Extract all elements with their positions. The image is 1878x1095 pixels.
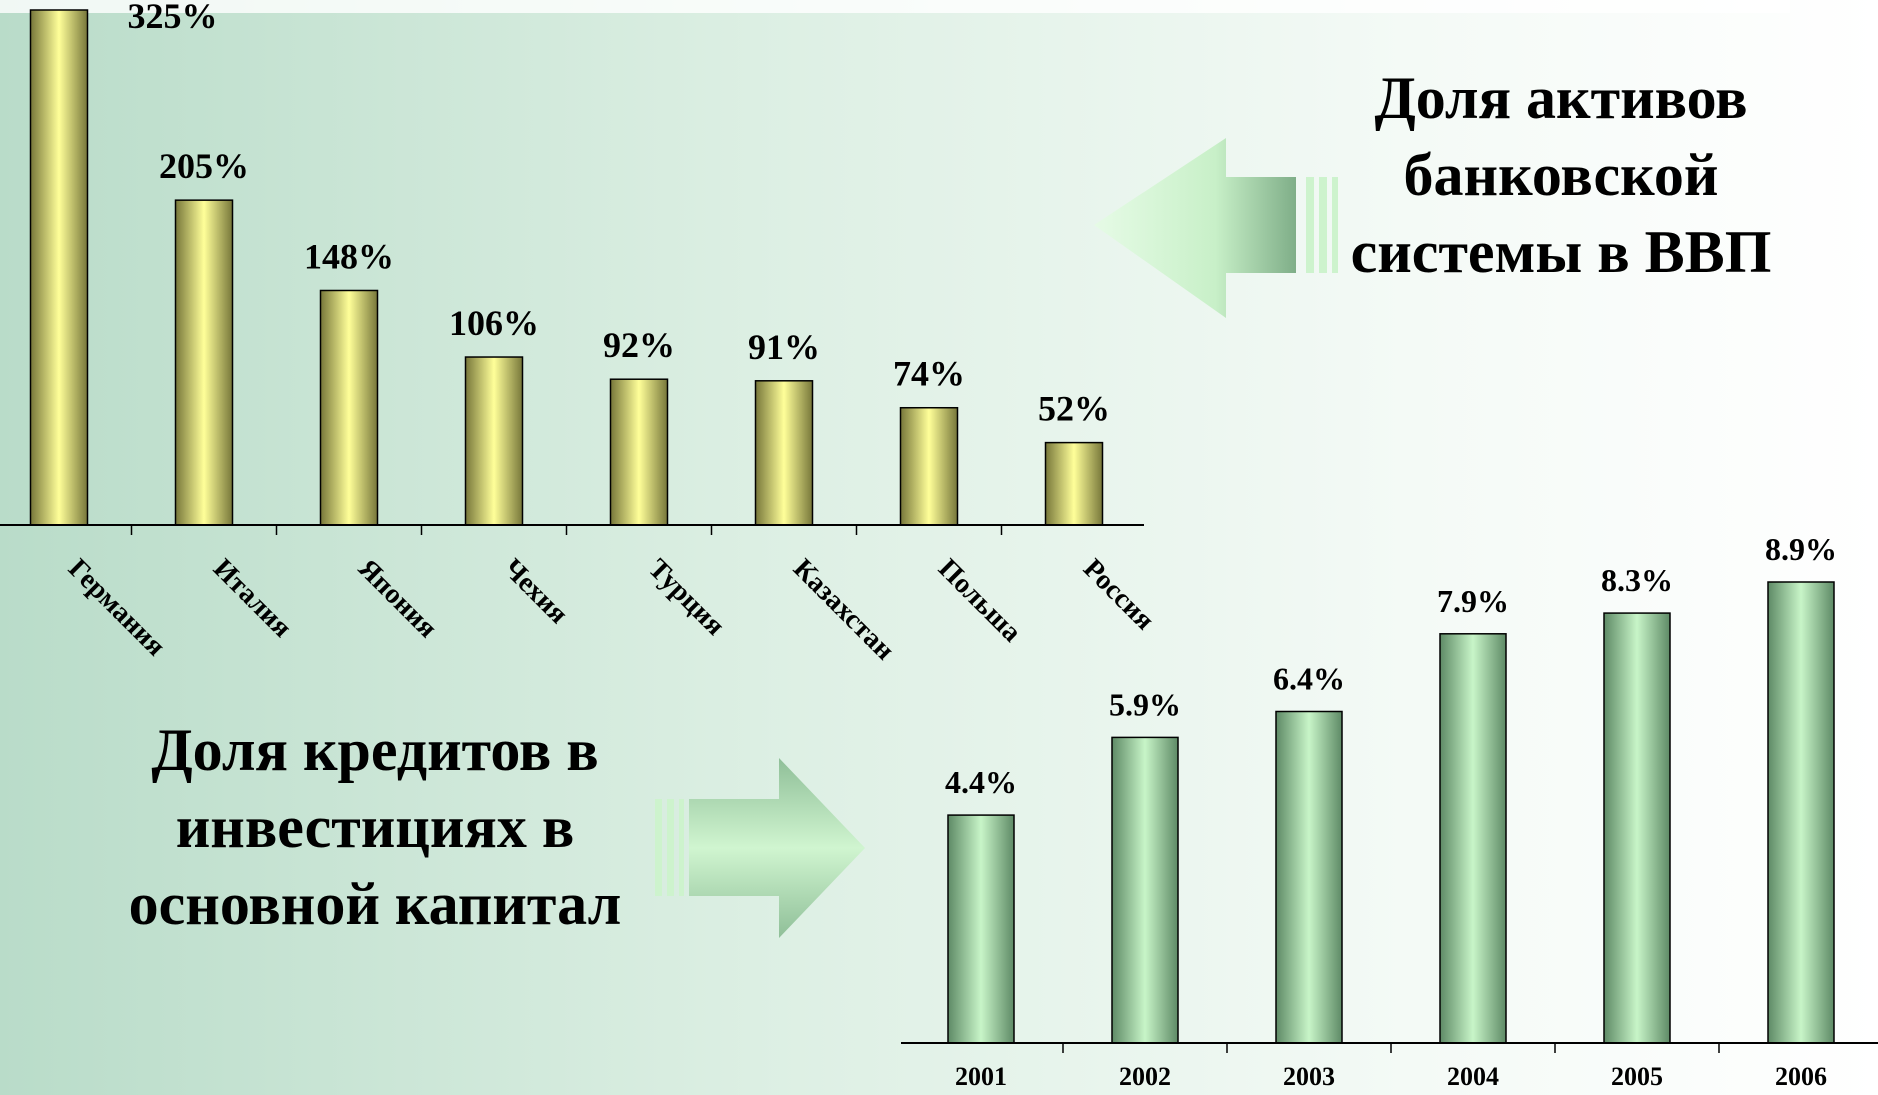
value-label: 74% bbox=[893, 354, 965, 394]
x-tick-label: Япония bbox=[352, 553, 443, 644]
bar bbox=[464, 356, 524, 526]
value-label: 7.9% bbox=[1437, 583, 1509, 619]
x-tick-label: Казахстан bbox=[787, 553, 900, 666]
bar bbox=[319, 289, 379, 526]
bar bbox=[609, 378, 669, 526]
x-tick-label: Чехия bbox=[497, 553, 574, 630]
x-tick-label: 2004 bbox=[1447, 1062, 1499, 1091]
x-tick-label: Италия bbox=[207, 553, 298, 644]
arrow-right bbox=[655, 758, 865, 938]
top-strip bbox=[0, 0, 1790, 13]
value-label: 8.9% bbox=[1765, 531, 1837, 567]
x-tick-label: 2003 bbox=[1283, 1062, 1335, 1091]
value-label: 8.3% bbox=[1601, 562, 1673, 598]
value-label: 325% bbox=[128, 0, 218, 36]
bar bbox=[1044, 441, 1104, 526]
x-tick-label: 2002 bbox=[1119, 1062, 1171, 1091]
x-tick-label: Польша bbox=[932, 553, 1027, 648]
bar bbox=[1767, 581, 1835, 1044]
x-tick-label: 2001 bbox=[955, 1062, 1007, 1091]
x-tick-label: 2005 bbox=[1611, 1062, 1663, 1091]
value-label: 4.4% bbox=[945, 764, 1017, 800]
bar bbox=[1111, 736, 1179, 1044]
bar bbox=[174, 199, 234, 526]
arrow-left bbox=[1094, 138, 1338, 318]
x-tick-label: Турция bbox=[642, 553, 731, 642]
bar bbox=[1439, 633, 1507, 1044]
value-label: 106% bbox=[449, 303, 539, 343]
chart-title: Доля активов банковской системы в ВВП bbox=[1350, 65, 1772, 285]
x-tick-label: 2006 bbox=[1775, 1062, 1827, 1091]
bar bbox=[947, 814, 1015, 1044]
chart-title: Доля кредитов в инвестициях в основной к… bbox=[128, 717, 622, 937]
bar bbox=[1275, 710, 1343, 1044]
bar bbox=[754, 380, 814, 526]
value-label: 92% bbox=[603, 325, 675, 365]
value-label: 52% bbox=[1038, 389, 1110, 429]
bar bbox=[29, 9, 89, 526]
value-label: 205% bbox=[159, 146, 249, 186]
x-tick-label: Россия bbox=[1077, 553, 1160, 636]
bar bbox=[899, 406, 959, 526]
x-tick-label: Германия bbox=[62, 553, 171, 662]
value-label: 5.9% bbox=[1109, 686, 1181, 722]
value-label: 148% bbox=[304, 236, 394, 276]
value-label: 91% bbox=[748, 327, 820, 367]
bar bbox=[1603, 612, 1671, 1044]
value-label: 6.4% bbox=[1273, 660, 1345, 696]
